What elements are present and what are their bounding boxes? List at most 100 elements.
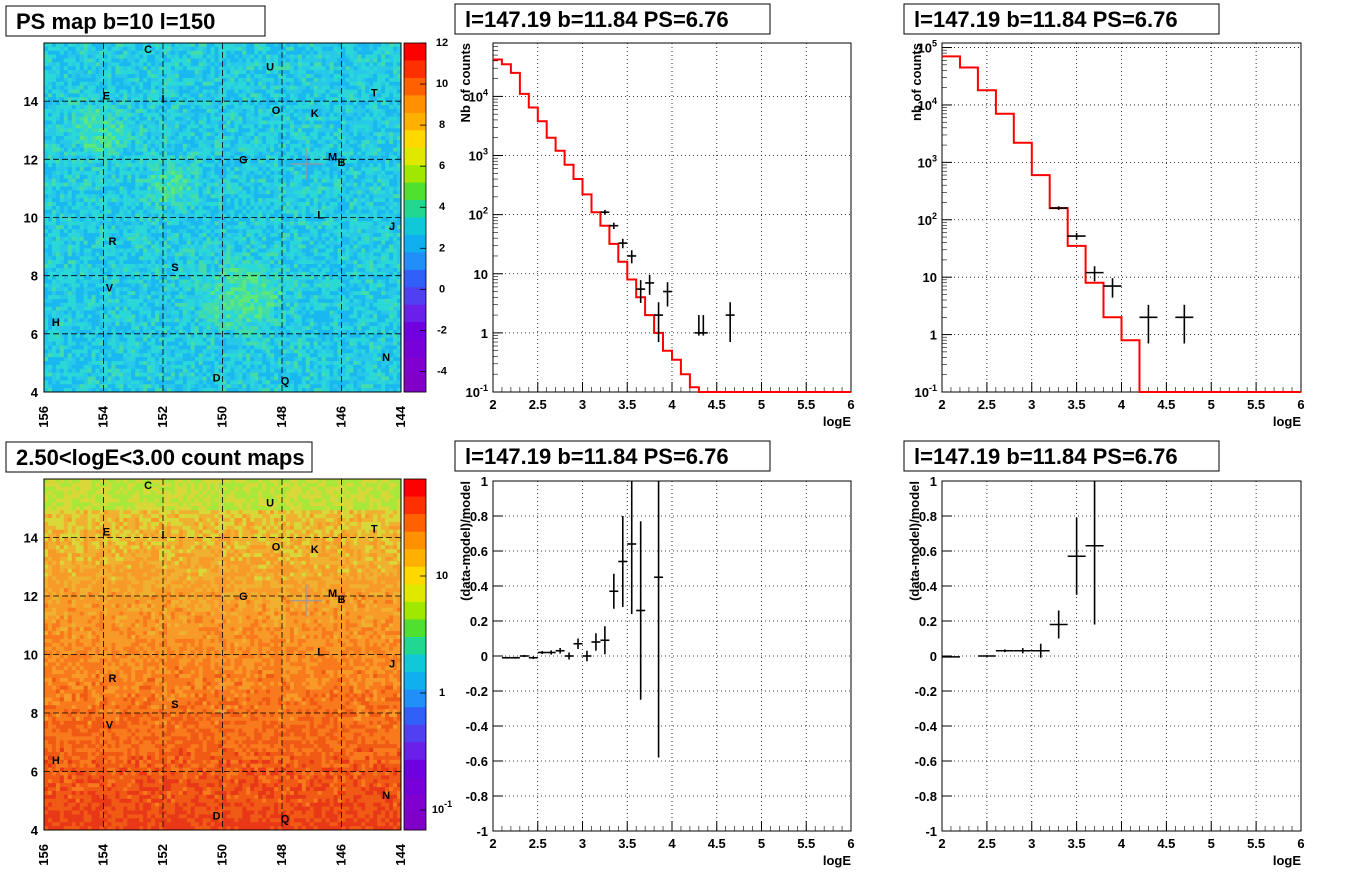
source-label-S: S (171, 262, 178, 274)
x-tick-label: 148 (274, 844, 289, 866)
source-label-D: D (213, 810, 221, 822)
y-tick-label: 10-1 (915, 383, 937, 400)
plot-title-4-box: l=147.19 b=11.84 PS=6.76 (903, 440, 1220, 472)
source-label-J: J (389, 221, 395, 233)
heatmap-title-2: 2.50<logE<3.00 count maps (16, 445, 305, 470)
y-tick-label: 6 (31, 327, 38, 342)
y-tick-label: 1 (930, 328, 937, 343)
data-point (1175, 304, 1194, 344)
plot-frame (492, 480, 852, 832)
heatmap-cells (44, 43, 402, 393)
y-tick-label: 0.4 (470, 579, 489, 594)
x-tick-label: 146 (334, 844, 349, 866)
source-label-G: G (239, 591, 248, 603)
plot-frame (941, 480, 1302, 832)
data-point (654, 481, 664, 758)
source-label-T: T (371, 87, 378, 99)
colorbar-segment (404, 759, 426, 778)
x-tick-label: 4.5 (1157, 397, 1175, 412)
data-point (555, 647, 565, 654)
plot-title-1-frame (454, 3, 771, 35)
data-point (1085, 481, 1104, 625)
plot-title-1-box: l=147.19 b=11.84 PS=6.76 (454, 3, 771, 35)
y-axis-label: nb of counts (909, 43, 924, 121)
source-label-V: V (106, 720, 114, 732)
y-tick-label: -0.8 (915, 789, 937, 804)
y-tick-label: 0.2 (919, 614, 937, 629)
x-tick-label: 4 (1118, 836, 1126, 851)
colorbar-segment (404, 672, 426, 690)
data-point (600, 209, 610, 215)
colorbar-label: -4 (437, 365, 448, 377)
plot-title-3: l=147.19 b=11.84 PS=6.76 (465, 444, 729, 469)
colorbar-segment (404, 217, 426, 236)
plot-panel-2: 2 2.5 3 3.5 4 4.5 5 5.5 610-1110102103104105logE… (909, 39, 1305, 429)
data-point (519, 654, 529, 658)
y-tick-label: -0.4 (466, 719, 489, 734)
x-tick-label: 2 (489, 397, 496, 412)
x-tick-label: 5 (1208, 836, 1215, 851)
data-point (501, 656, 511, 659)
source-label-Q: Q (281, 813, 290, 825)
data-point (1067, 232, 1086, 240)
colorbar-segment (404, 742, 426, 761)
source-label-L: L (317, 210, 324, 222)
source-label-S: S (171, 699, 178, 711)
x-tick-label: 4 (668, 397, 676, 412)
colorbar-segment (404, 707, 426, 726)
plot-title-2: l=147.19 b=11.84 PS=6.76 (914, 7, 1178, 32)
colorbar-label: 10-1 (432, 799, 452, 816)
data-point (1139, 304, 1158, 344)
y-tick-label: 102 (469, 206, 488, 223)
colorbar-segment (404, 636, 426, 655)
x-tick-label: 6 (1297, 836, 1304, 851)
data-point (618, 516, 628, 607)
data-point (645, 274, 655, 295)
y-axis-label: (data-model)/model (907, 481, 922, 601)
x-tick-label: 144 (393, 405, 408, 427)
x-tick-label: 6 (847, 397, 854, 412)
colorbar-segment (404, 357, 426, 375)
colorbar-segment (404, 252, 426, 271)
colorbar-segment (404, 182, 426, 201)
source-label-C: C (144, 44, 152, 56)
source-label-I: I (161, 93, 164, 105)
plot-frame (492, 42, 852, 393)
colorbar-segment (404, 514, 426, 533)
y-tick-label: 0 (930, 649, 937, 664)
data-point (698, 315, 708, 336)
x-tick-label: 4 (668, 836, 676, 851)
colorbar-segment (404, 60, 426, 79)
x-tick-label: 156 (36, 406, 51, 428)
data-point (609, 222, 619, 230)
colorbar-frame (403, 42, 427, 393)
y-tick-label: 0.4 (919, 579, 938, 594)
data-point (582, 650, 592, 662)
plot-title-4-frame (903, 440, 1220, 472)
source-label-D: D (213, 372, 221, 384)
colorbar-segment (404, 130, 426, 149)
y-axis-label: (data-model)/model (458, 481, 473, 601)
y-tick-label: 14 (24, 531, 39, 546)
y-tick-label: 10 (474, 267, 488, 282)
x-tick-label: 3.5 (1068, 836, 1086, 851)
plot-title-3-box: l=147.19 b=11.84 PS=6.76 (454, 440, 771, 472)
data-point (609, 573, 619, 609)
colorbar-segment (404, 724, 426, 743)
source-label-U: U (266, 61, 274, 73)
colorbar-label: 10 (436, 570, 448, 582)
x-tick-label: 5.5 (797, 836, 815, 851)
source-label-C: C (144, 480, 152, 492)
heatmap-panel-1: 156 154 152 150 148 146 144 4 6 8 10 12 14 C U E I T O K G M B… (24, 37, 449, 428)
colorbar-segment (404, 777, 426, 796)
colorbar-label: 1 (439, 687, 445, 699)
y-tick-label: -0.4 (915, 719, 938, 734)
x-tick-label: 3 (579, 836, 586, 851)
x-tick-label: 3 (1028, 836, 1035, 851)
data-point (510, 656, 520, 659)
colorbar-label: 0 (439, 283, 445, 295)
data-point (995, 649, 1014, 653)
x-tick-label: 3.5 (618, 397, 636, 412)
x-tick-label: 2 (489, 836, 496, 851)
